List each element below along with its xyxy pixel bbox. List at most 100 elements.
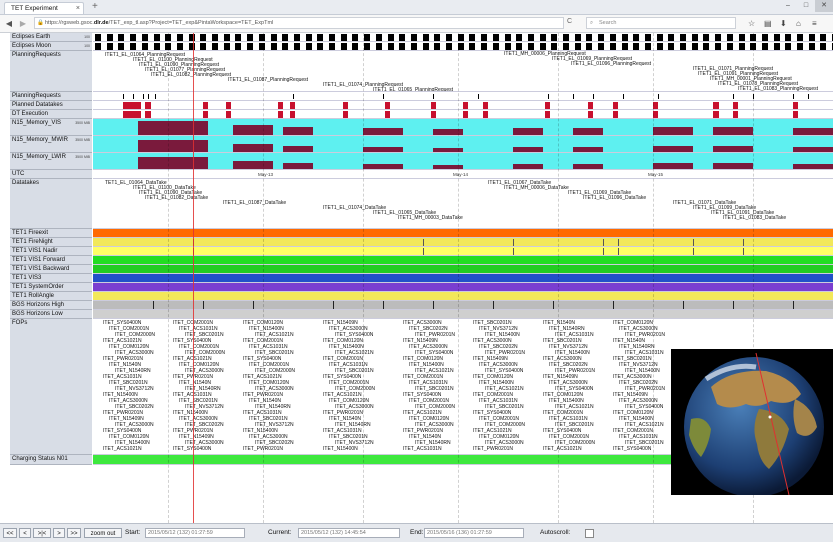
track-row[interactable] bbox=[93, 42, 833, 51]
state-divider[interactable] bbox=[423, 248, 424, 255]
request-tick[interactable] bbox=[793, 94, 794, 99]
eclipse-block[interactable] bbox=[399, 43, 406, 50]
close-window-icon[interactable]: ✕ bbox=[815, 0, 833, 12]
track-row[interactable] bbox=[93, 310, 833, 319]
memory-usage-fill[interactable] bbox=[653, 146, 693, 152]
track-row[interactable] bbox=[93, 101, 833, 110]
eclipse-block[interactable] bbox=[235, 43, 242, 50]
eclipse-block[interactable] bbox=[773, 34, 780, 41]
dt-execution-bar[interactable] bbox=[733, 111, 738, 118]
eclipse-block[interactable] bbox=[609, 43, 616, 50]
eclipse-block[interactable] bbox=[609, 34, 616, 41]
eclipse-block[interactable] bbox=[364, 34, 371, 41]
eclipse-block[interactable] bbox=[750, 34, 757, 41]
eclipse-block[interactable] bbox=[504, 43, 511, 50]
track-row[interactable] bbox=[93, 283, 833, 292]
eclipse-block[interactable] bbox=[153, 34, 160, 41]
eclipse-block[interactable] bbox=[773, 43, 780, 50]
zoom-out-button[interactable]: zoom out bbox=[84, 528, 122, 538]
horizon-pass[interactable] bbox=[153, 301, 154, 309]
state-divider[interactable] bbox=[743, 248, 744, 255]
state-divider[interactable] bbox=[618, 239, 619, 246]
eclipse-block[interactable] bbox=[481, 34, 488, 41]
eclipse-block[interactable] bbox=[644, 34, 651, 41]
track-row[interactable] bbox=[93, 265, 833, 274]
memory-usage-fill[interactable] bbox=[713, 163, 753, 169]
eclipse-block[interactable] bbox=[422, 43, 429, 50]
horizon-pass[interactable] bbox=[203, 301, 204, 309]
request-tick[interactable] bbox=[143, 94, 144, 99]
eclipse-block[interactable] bbox=[738, 43, 745, 50]
eclipse-block[interactable] bbox=[118, 34, 125, 41]
eclipse-block[interactable] bbox=[797, 34, 803, 41]
state-divider[interactable] bbox=[423, 239, 424, 246]
next-button[interactable]: > bbox=[53, 528, 65, 538]
planned-datatake-bar[interactable] bbox=[653, 102, 658, 109]
dt-execution-bar[interactable] bbox=[133, 111, 141, 118]
horizon-pass[interactable] bbox=[433, 301, 434, 309]
eclipse-block[interactable] bbox=[118, 43, 125, 50]
state-divider[interactable] bbox=[513, 248, 514, 255]
planned-datatake-bar[interactable] bbox=[145, 102, 151, 109]
eclipse-block[interactable] bbox=[492, 43, 499, 50]
home-icon[interactable]: ⌂ bbox=[796, 19, 801, 28]
dt-execution-bar[interactable] bbox=[431, 111, 436, 118]
dt-execution-bar[interactable] bbox=[545, 111, 550, 118]
eclipse-block[interactable] bbox=[563, 34, 569, 41]
eclipse-block[interactable] bbox=[586, 34, 593, 41]
planned-datatake-bar[interactable] bbox=[133, 102, 141, 109]
eclipse-block[interactable] bbox=[680, 34, 686, 41]
memory-usage-fill[interactable] bbox=[433, 148, 463, 152]
eclipse-block[interactable] bbox=[247, 43, 254, 50]
eclipse-block[interactable] bbox=[176, 34, 183, 41]
eclipse-block[interactable] bbox=[329, 43, 335, 50]
memory-usage-fill[interactable] bbox=[363, 164, 403, 169]
dt-execution-bar[interactable] bbox=[613, 111, 618, 118]
track-row[interactable]: May-13 May-14 May-15 bbox=[93, 170, 833, 179]
eclipse-block[interactable] bbox=[387, 43, 394, 50]
dt-execution-bar[interactable] bbox=[226, 111, 231, 118]
eclipse-block[interactable] bbox=[481, 43, 488, 50]
memory-usage-fill[interactable] bbox=[653, 127, 693, 135]
eclipse-block[interactable] bbox=[317, 34, 324, 41]
dt-execution-bar[interactable] bbox=[123, 111, 133, 118]
eclipse-block[interactable] bbox=[785, 43, 792, 50]
planned-datatake-bar[interactable] bbox=[733, 102, 738, 109]
memory-usage-fill[interactable] bbox=[653, 163, 693, 169]
track-row[interactable] bbox=[93, 238, 833, 247]
eclipse-block[interactable] bbox=[539, 43, 546, 50]
tab-close-icon[interactable]: × bbox=[75, 5, 80, 12]
track-row[interactable] bbox=[93, 256, 833, 265]
previous-button[interactable]: < bbox=[19, 528, 31, 538]
eclipse-block[interactable] bbox=[95, 43, 101, 50]
url-bar[interactable]: 🔒 https://rgsweb.gsoc.dlr.de/TET_exp_tl.… bbox=[34, 17, 564, 29]
track-row[interactable] bbox=[93, 274, 833, 283]
planned-datatake-bar[interactable] bbox=[483, 102, 488, 109]
track-row[interactable] bbox=[93, 301, 833, 310]
eclipse-block[interactable] bbox=[293, 34, 300, 41]
eclipse-block[interactable] bbox=[153, 43, 160, 50]
state-divider[interactable] bbox=[743, 239, 744, 246]
eclipse-block[interactable] bbox=[258, 43, 265, 50]
eclipse-block[interactable] bbox=[551, 43, 558, 50]
horizon-pass[interactable] bbox=[383, 301, 384, 309]
memory-usage-fill[interactable] bbox=[138, 121, 208, 135]
dt-execution-bar[interactable] bbox=[483, 111, 488, 118]
eclipse-block[interactable] bbox=[282, 43, 289, 50]
eclipse-block[interactable] bbox=[340, 34, 347, 41]
eclipse-block[interactable] bbox=[457, 34, 464, 41]
ground-track-globe-view[interactable] bbox=[671, 349, 833, 495]
planned-datatake-bar[interactable] bbox=[226, 102, 231, 109]
eclipse-block[interactable] bbox=[399, 34, 406, 41]
end-field[interactable]: 2015/05/16 (136) 01:27:59 bbox=[424, 528, 524, 538]
forward-icon[interactable]: ▶ bbox=[19, 19, 27, 28]
memory-usage-fill[interactable] bbox=[713, 127, 753, 135]
eclipse-block[interactable] bbox=[106, 43, 113, 50]
last-button[interactable]: >> bbox=[67, 528, 81, 538]
eclipse-block[interactable] bbox=[212, 43, 218, 50]
eclipse-block[interactable] bbox=[247, 34, 254, 41]
eclipse-block[interactable] bbox=[352, 34, 359, 41]
memory-usage-fill[interactable] bbox=[713, 146, 753, 152]
first-button[interactable]: << bbox=[3, 528, 17, 538]
memory-usage-fill[interactable] bbox=[573, 147, 603, 152]
